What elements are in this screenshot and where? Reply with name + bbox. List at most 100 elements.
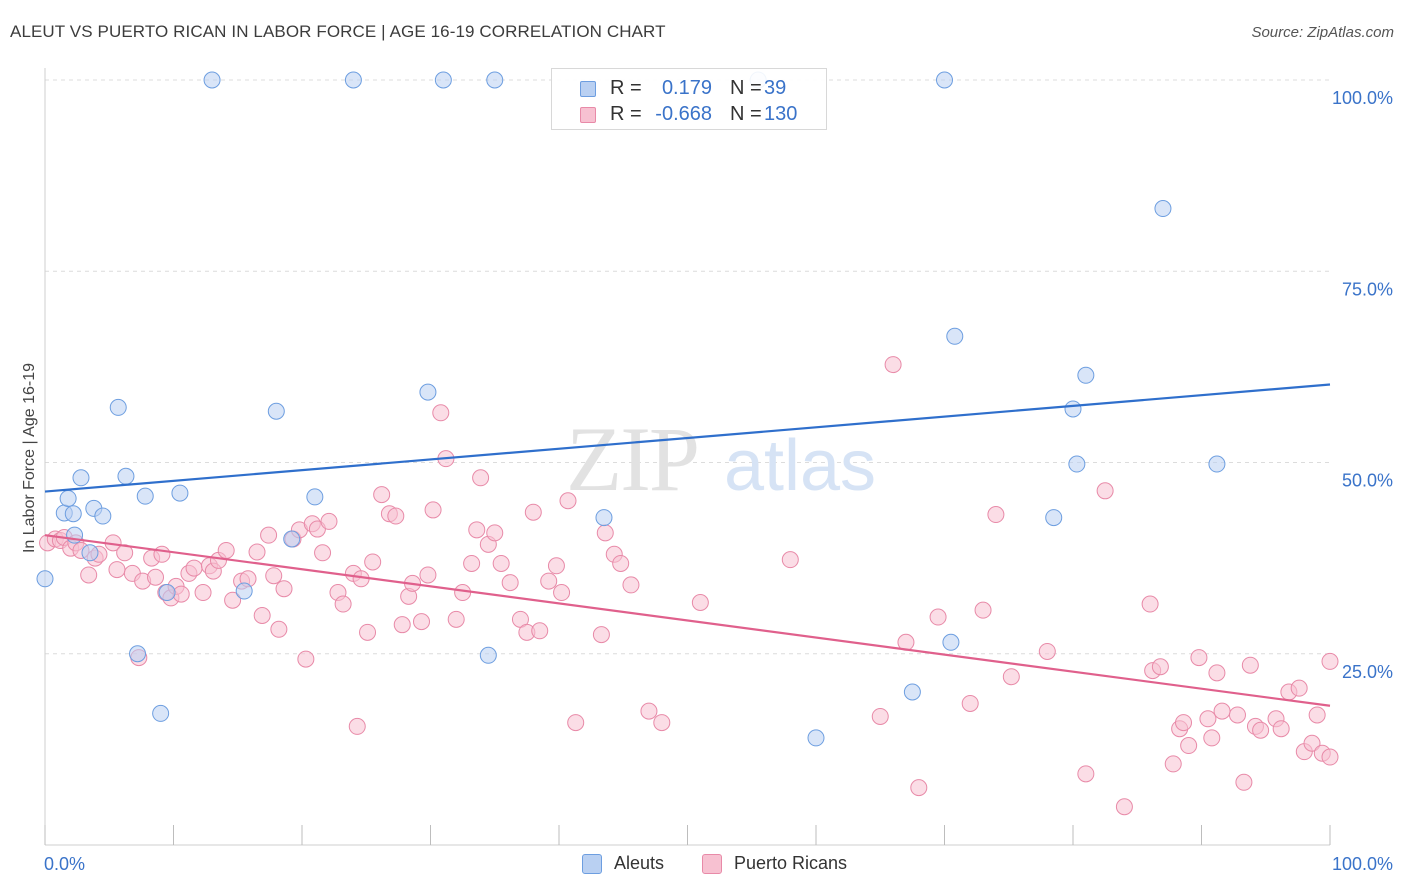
puerto-ricans-point <box>1203 729 1221 747</box>
puerto-ricans-point <box>553 584 571 602</box>
puerto-ricans-point <box>147 568 165 586</box>
puerto-ricans-point <box>1321 652 1339 670</box>
puerto-ricans-point <box>1180 737 1198 755</box>
legend-swatch-aleuts <box>580 81 596 97</box>
puerto-ricans-point <box>1235 773 1253 791</box>
puerto-ricans-point <box>217 541 235 559</box>
legend-swatch-aleuts <box>582 854 602 874</box>
aleuts-point <box>152 704 170 722</box>
puerto-ricans-point <box>1321 748 1339 766</box>
aleuts-point <box>117 467 135 485</box>
legend-label-aleuts: Aleuts <box>614 853 665 873</box>
y-axis-label: In Labor Force | Age 16-19 <box>21 363 38 553</box>
legend-r-value: 0.179 <box>661 77 712 99</box>
legend-row-puerto-ricans: R = -0.668 N = 130 <box>552 99 826 129</box>
series-legend: Aleuts Puerto Ricans <box>0 852 1406 876</box>
legend-r-label: R = <box>610 77 642 99</box>
puerto-ricans-point <box>153 545 171 563</box>
aleuts-trend-line <box>44 383 1331 493</box>
puerto-ricans-point <box>486 524 504 542</box>
chart-title: ALEUT VS PUERTO RICAN IN LABOR FORCE | A… <box>10 22 666 41</box>
puerto-ricans-point <box>1096 482 1114 500</box>
puerto-ricans-point <box>348 717 366 735</box>
puerto-ricans-point <box>1190 649 1208 667</box>
aleuts-point <box>1064 400 1082 418</box>
puerto-ricans-points <box>39 356 1339 816</box>
puerto-ricans-point <box>781 551 799 569</box>
x-tick-label: 0.0% <box>44 854 85 874</box>
puerto-ricans-point <box>1290 679 1308 697</box>
puerto-ricans-point <box>1252 721 1270 739</box>
puerto-ricans-point <box>524 503 542 521</box>
puerto-ricans-point <box>1002 668 1020 686</box>
legend-swatch-puerto-ricans <box>580 107 596 123</box>
puerto-ricans-point <box>447 610 465 628</box>
y-tick-label: 50.0% <box>1342 471 1393 491</box>
puerto-ricans-point <box>929 608 947 626</box>
aleuts-point <box>306 488 324 506</box>
puerto-ricans-point <box>413 613 431 631</box>
puerto-ricans-point <box>248 543 266 561</box>
puerto-ricans-point <box>1303 734 1321 752</box>
puerto-ricans-point <box>987 506 1005 524</box>
puerto-ricans-point <box>454 584 472 602</box>
aleuts-point <box>344 71 362 89</box>
puerto-ricans-point <box>1077 765 1095 783</box>
puerto-ricans-point <box>265 567 283 585</box>
puerto-ricans-point <box>884 356 902 374</box>
aleuts-point <box>419 383 437 401</box>
trend-lines <box>44 383 1331 707</box>
puerto-ricans-point <box>691 593 709 611</box>
puerto-ricans-point <box>224 591 242 609</box>
puerto-ricans-point <box>275 580 293 598</box>
aleuts-point <box>136 487 154 505</box>
aleuts-point <box>946 327 964 345</box>
puerto-ricans-point <box>1308 706 1326 724</box>
puerto-ricans-point <box>1038 642 1056 660</box>
legend-swatch-puerto-ricans <box>702 854 722 874</box>
aleuts-point <box>1068 455 1086 473</box>
puerto-ricans-point <box>1115 798 1133 816</box>
puerto-ricans-point <box>640 702 658 720</box>
aleuts-point <box>936 71 953 89</box>
y-tick-label: 75.0% <box>1342 279 1393 299</box>
puerto-ricans-point <box>387 507 405 525</box>
grid-lines <box>45 79 1330 655</box>
aleuts-point <box>595 509 613 527</box>
puerto-ricans-point <box>419 566 437 584</box>
puerto-ricans-point <box>592 626 610 644</box>
legend-label-puerto-ricans: Puerto Ricans <box>734 853 848 873</box>
watermark-atlas: atlas <box>724 426 876 506</box>
aleuts-point <box>72 469 90 487</box>
puerto-ricans-point <box>1241 656 1259 674</box>
watermark-zip: ZIP <box>566 408 698 510</box>
puerto-ricans-point <box>547 557 565 575</box>
puerto-ricans-point <box>961 694 979 712</box>
legend-n-label: N = <box>730 77 762 99</box>
correlation-legend: R = 0.179 N = 39 R = -0.668 N = 130 <box>551 68 827 130</box>
aleuts-point <box>807 729 825 747</box>
puerto-ricans-point <box>1213 702 1231 720</box>
puerto-ricans-point <box>1208 664 1226 682</box>
aleuts-point <box>64 505 82 523</box>
legend-n-label: N = <box>730 103 762 125</box>
legend-r-label: R = <box>610 103 642 125</box>
x-tick-label: 100.0% <box>1332 854 1393 874</box>
puerto-ricans-point <box>359 623 377 641</box>
puerto-ricans-point <box>612 554 630 572</box>
puerto-ricans-point <box>531 622 549 640</box>
puerto-ricans-point <box>501 574 519 592</box>
puerto-ricans-point <box>559 492 577 510</box>
aleuts-point <box>36 570 54 588</box>
puerto-ricans-point <box>596 524 614 542</box>
source-label: Source: ZipAtlas.com <box>1251 24 1394 41</box>
puerto-ricans-point <box>297 650 315 668</box>
puerto-ricans-point <box>393 616 411 634</box>
aleuts-point <box>1077 366 1095 384</box>
puerto-ricans-point <box>1199 710 1217 728</box>
aleuts-point <box>81 544 99 562</box>
legend-r-value: -0.668 <box>655 103 712 125</box>
puerto-ricans-point <box>373 486 391 504</box>
aleuts-point <box>283 530 301 548</box>
aleuts-point <box>203 71 221 89</box>
